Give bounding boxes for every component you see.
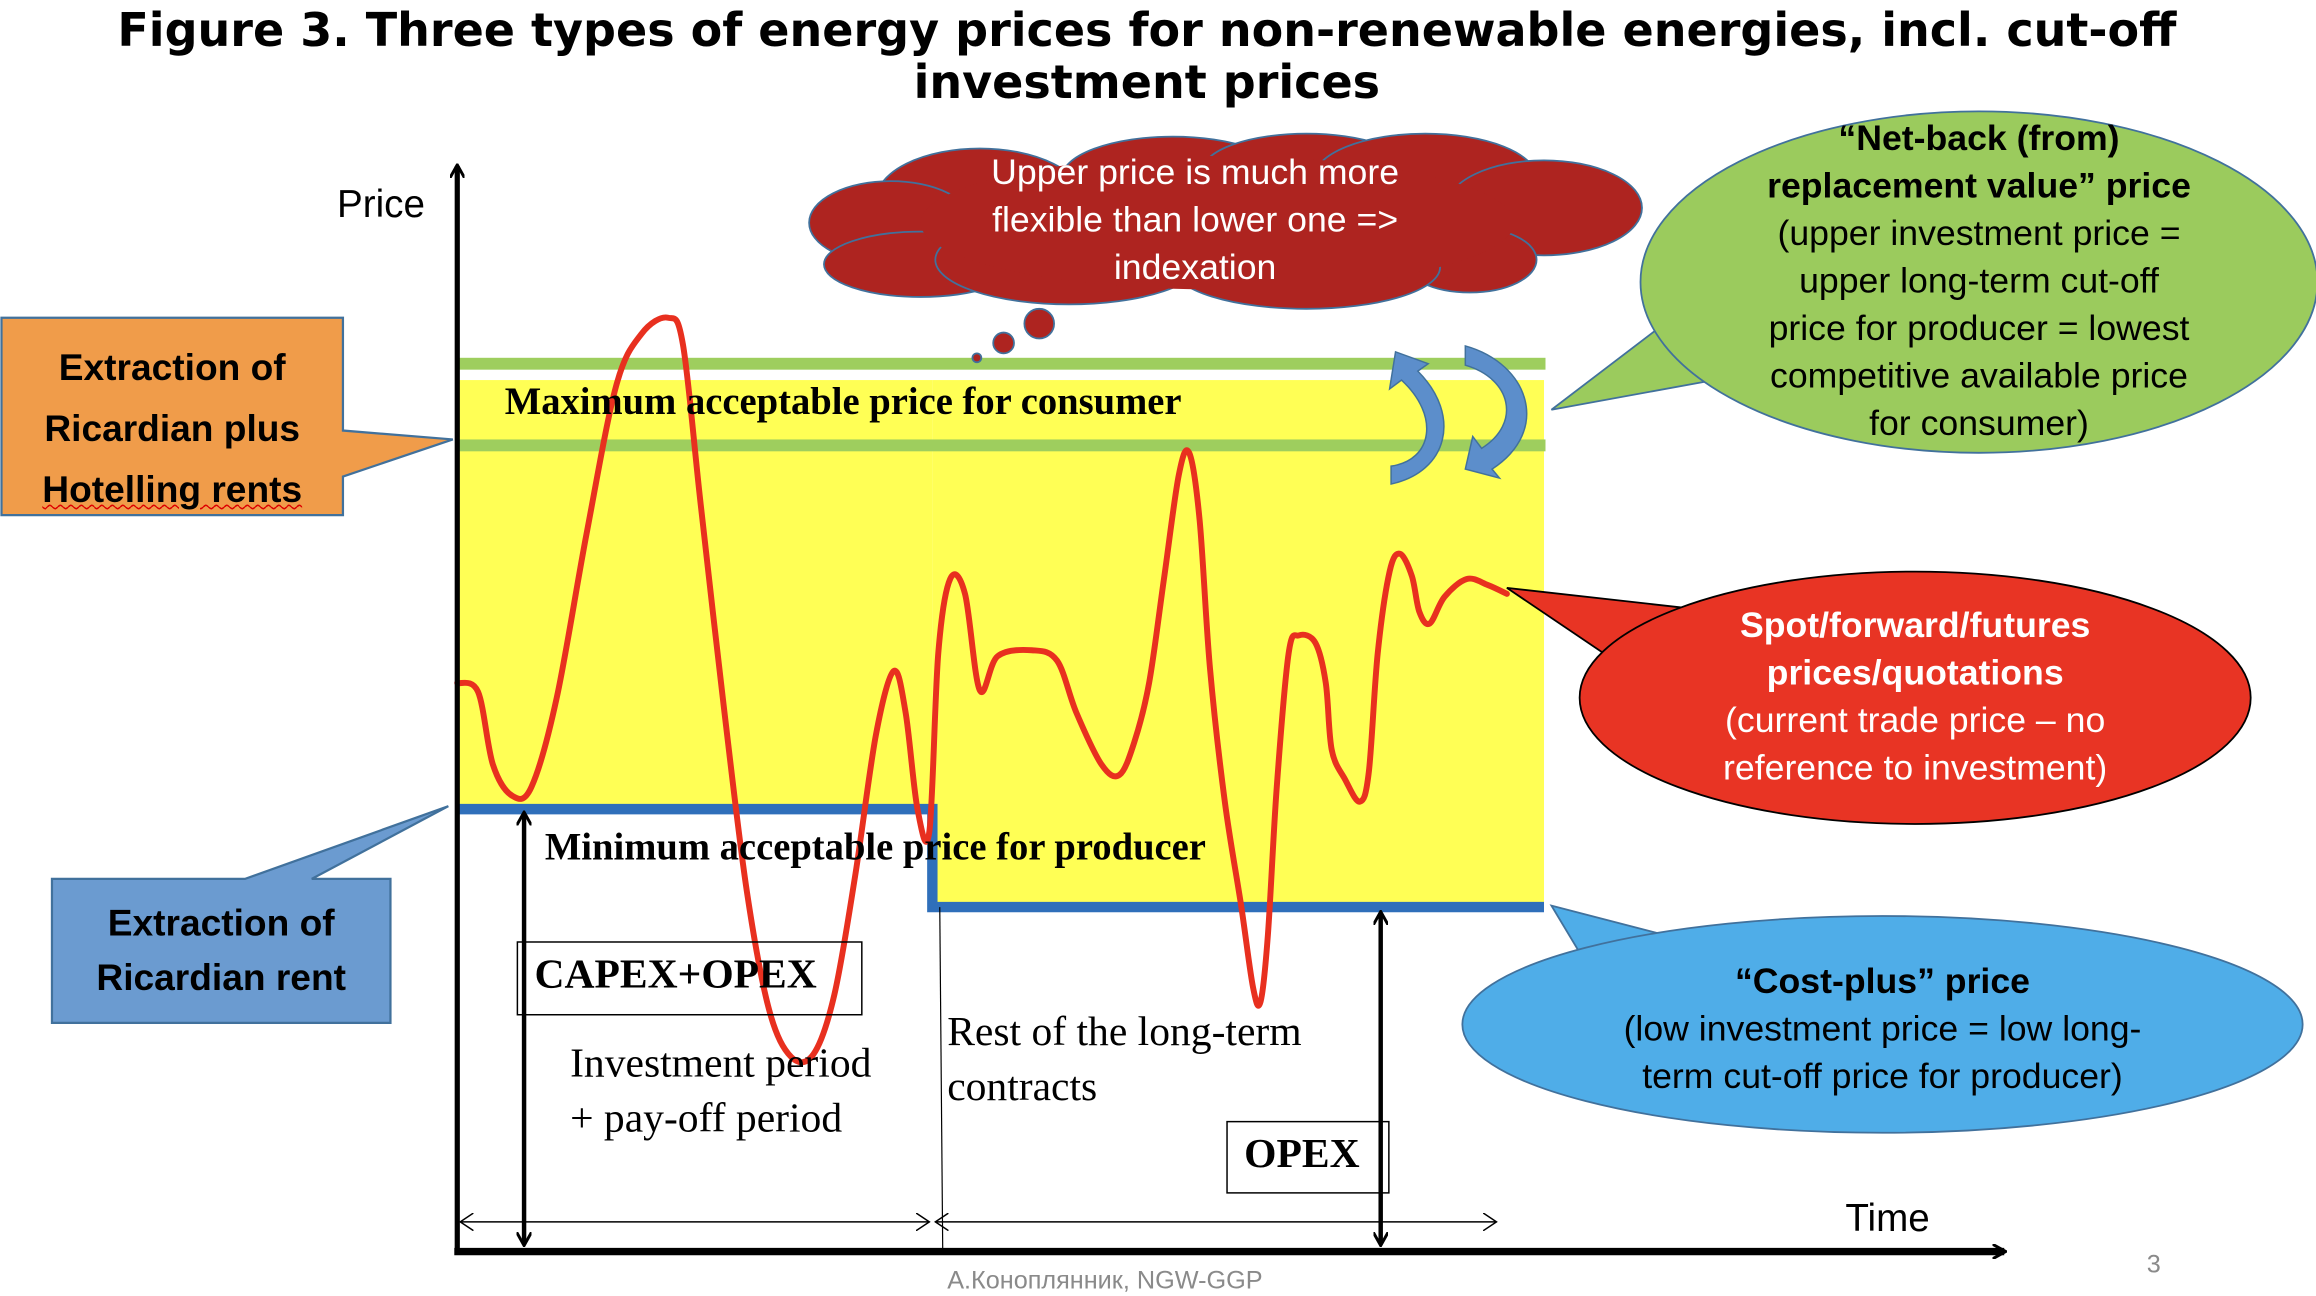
- red-line-2: reference to investment): [1723, 748, 2108, 789]
- capex-opex-label: CAPEX+OPEX: [534, 951, 817, 998]
- green-title-1: “Net-back (from): [1838, 118, 2120, 159]
- orange-line-2: Ricardian plus: [44, 408, 301, 450]
- capex-opex-box: [516, 941, 863, 1016]
- investment-line-1: Investment period: [570, 1040, 872, 1087]
- orange-callout-text: Extraction of Ricardian plus Hotelling r…: [1, 338, 342, 521]
- red-title-2: prices/quotations: [1766, 653, 2064, 694]
- blue-left-line-1: Extraction of: [107, 902, 335, 945]
- blue-right-callout-text: “Cost-plus” price (low investment price …: [1511, 959, 2253, 1102]
- max-price-label: Maximum acceptable price for consumer: [504, 380, 1182, 424]
- red-line-1: (current trade price – no: [1725, 700, 2106, 741]
- min-price-label: Minimum acceptable price for producer: [544, 825, 1206, 869]
- page-number: 3: [2146, 1250, 2161, 1279]
- blue-right-title: “Cost-plus” price: [1734, 962, 2030, 1003]
- y-axis-label: Price: [337, 181, 425, 226]
- title-line-1: Figure 3. Three types of energy prices f…: [117, 4, 2177, 58]
- cloud-line-3: indexation: [1113, 247, 1277, 289]
- price-zone-right: [932, 380, 1545, 908]
- red-callout-shape: [1578, 570, 2252, 825]
- blue-left-line-2: Ricardian rent: [96, 957, 346, 1000]
- green-line-2: upper long-term cut-off: [1799, 261, 2159, 302]
- blue-right-line-2: term cut-off price for producer): [1642, 1057, 2123, 1098]
- upper-price-line-bottom: [457, 439, 1546, 452]
- green-title-2: replacement value” price: [1767, 166, 2191, 207]
- cloud-line-1: Upper price is much more: [991, 152, 1400, 194]
- blue-callout-shape: [50, 805, 449, 1025]
- blue-callout-text: Extraction of Ricardian rent: [52, 897, 390, 1007]
- orange-callout-shape: [0, 316, 454, 517]
- author-footer: А.Коноплянник, NGW-GGP: [947, 1266, 1263, 1295]
- green-line-4: competitive available price: [1770, 356, 2188, 397]
- rest-line-1: Rest of the long-term: [947, 1009, 1302, 1056]
- period-divider: [939, 907, 944, 1252]
- thought-cloud: [808, 132, 1643, 364]
- lower-price-line: [457, 803, 1545, 913]
- figure-title: Figure 3. Three types of energy prices f…: [0, 4, 2294, 110]
- spot-price-curve: [454, 314, 1510, 1066]
- curved-arrow-up-icon: [1388, 350, 1445, 485]
- green-callout-shape: [1639, 110, 2316, 454]
- red-callout-text: Spot/forward/futures prices/quotations (…: [1618, 603, 2212, 793]
- orange-line-3: Hotelling rents: [42, 469, 303, 511]
- cloud-line-2: flexible than lower one =>: [992, 200, 1399, 241]
- orange-line-1: Extraction of: [58, 347, 286, 389]
- red-title-1: Spot/forward/futures: [1739, 605, 2091, 646]
- investment-line-2: + pay-off period: [570, 1095, 843, 1142]
- rest-line-2: contracts: [947, 1064, 1098, 1111]
- green-callout-text: “Net-back (from) replacement value” pric…: [1682, 116, 2276, 449]
- green-line-1: (upper investment price =: [1777, 213, 2181, 254]
- green-line-5: for consumer): [1869, 403, 2089, 444]
- cloud-text: Upper price is much more flexible than l…: [920, 150, 1469, 293]
- opex-label: OPEX: [1244, 1131, 1360, 1178]
- title-line-2: investment prices: [913, 56, 1381, 110]
- upper-price-line-top: [457, 357, 1546, 370]
- blue-right-line-1: (low investment price = low long-: [1623, 1009, 2142, 1050]
- investment-period-label: Investment period + pay-off period: [570, 1036, 871, 1146]
- rest-period-label: Rest of the long-term contracts: [947, 1005, 1301, 1115]
- green-line-3: price for producer = lowest: [1768, 308, 2190, 349]
- opex-box: [1226, 1120, 1390, 1194]
- curved-arrow-down-icon: [1464, 344, 1528, 480]
- x-axis-label: Time: [1845, 1195, 1930, 1240]
- blue-right-callout-shape: [1461, 915, 2304, 1134]
